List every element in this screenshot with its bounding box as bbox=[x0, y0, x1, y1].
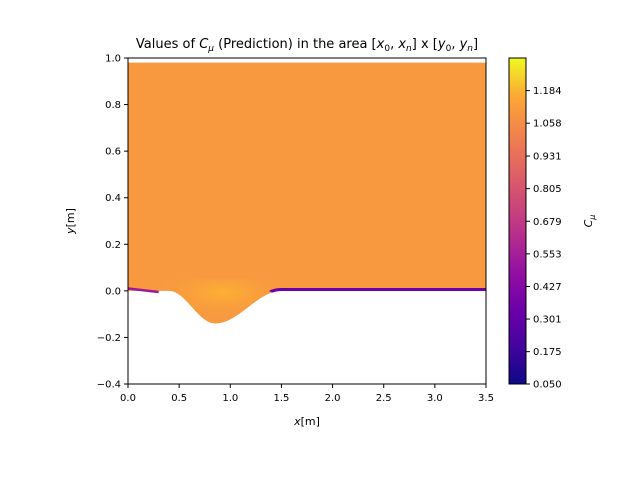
colorbar-ticks: 0.050 0.175 0.301 0.427 0.553 0.679 0.805 0.931… bbox=[526, 86, 562, 391]
chart-title: Values of Cμ (Prediction) in the area [x… bbox=[136, 37, 478, 54]
colorbar-tick-label: 0.175 bbox=[533, 347, 562, 358]
colorbar-tick-label: 1.184 bbox=[533, 86, 562, 97]
colorbar-tick-label: 0.805 bbox=[533, 184, 562, 195]
x-tick-label: 3.5 bbox=[478, 393, 494, 404]
colorbar-tick-label: 0.427 bbox=[533, 282, 562, 293]
x-tick-label: 2.5 bbox=[376, 393, 392, 404]
y-tick-label: 0.8 bbox=[105, 100, 121, 111]
colorbar-tick-label: 0.050 bbox=[533, 380, 562, 391]
x-tick-label: 0.0 bbox=[120, 393, 136, 404]
x-tick-label: 3.0 bbox=[427, 393, 443, 404]
colorbar-tick-label: 0.931 bbox=[533, 152, 562, 163]
y-tick-label: 0.4 bbox=[105, 193, 121, 204]
field-region bbox=[128, 62, 486, 324]
x-tick-label: 1.0 bbox=[222, 393, 238, 404]
x-tick-label: 2.0 bbox=[325, 393, 341, 404]
y-tick-label: 0.2 bbox=[105, 240, 121, 251]
bump-highlight bbox=[163, 279, 282, 324]
colorbar-tick-label: 0.679 bbox=[533, 217, 562, 228]
y-tick-label: −0.2 bbox=[97, 333, 121, 344]
y-tick-label: 0.0 bbox=[105, 286, 121, 297]
plot-frame bbox=[127, 57, 487, 385]
colorbar-tick-label: 0.301 bbox=[533, 315, 562, 326]
colorbar-label: Cμ bbox=[582, 215, 597, 228]
y-tick-label: 0.6 bbox=[105, 147, 121, 158]
wall-boundary-layer bbox=[269, 287, 486, 293]
wall-boundary-layer-left bbox=[128, 287, 159, 294]
plot-area bbox=[128, 62, 486, 324]
colorbar-tick-label: 0.553 bbox=[533, 249, 562, 260]
y-axis-label: y[m] bbox=[64, 208, 77, 235]
x-tick-label: 0.5 bbox=[171, 393, 187, 404]
y-axis-ticks: −0.4 −0.2 0.0 0.2 0.4 0.6 0.8 1.0 bbox=[97, 54, 128, 391]
colorbar bbox=[508, 57, 527, 385]
x-tick-label: 1.5 bbox=[273, 393, 289, 404]
x-axis-label: x[m] bbox=[293, 415, 320, 428]
colorbar-tick-label: 1.058 bbox=[533, 119, 562, 130]
y-tick-label: −0.4 bbox=[97, 380, 121, 391]
y-tick-label: 1.0 bbox=[105, 54, 121, 65]
x-axis-ticks: 0.0 0.5 1.0 1.5 2.0 2.5 3.0 3.5 bbox=[120, 384, 494, 404]
